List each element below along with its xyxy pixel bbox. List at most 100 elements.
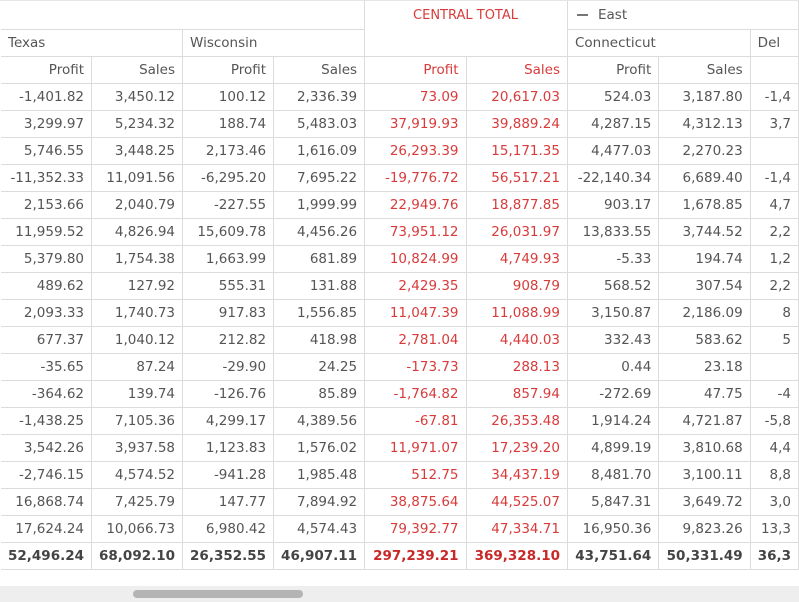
texas-profit-header[interactable]: Profit xyxy=(1,55,93,84)
cell-tx-p[interactable]: 489.62 xyxy=(1,271,93,300)
cell-de[interactable]: 3,0 xyxy=(749,487,799,516)
cell-tx-p[interactable]: 52,496.24 xyxy=(1,541,93,570)
cell-de[interactable]: -1,4 xyxy=(749,163,799,192)
cell-tx-s[interactable]: 2,040.79 xyxy=(91,190,184,219)
cell-cn-p[interactable]: 524.03 xyxy=(566,82,660,111)
cell-cn-s[interactable]: 194.74 xyxy=(658,244,751,273)
cell-wi-s[interactable]: 418.98 xyxy=(273,325,366,354)
cell-cn-p[interactable]: 43,751.64 xyxy=(566,541,660,570)
cell-wi-p[interactable]: 15,609.78 xyxy=(182,217,275,246)
cell-ct-s[interactable]: 4,749.93 xyxy=(465,244,569,273)
cell-wi-p[interactable]: 1,123.83 xyxy=(182,433,275,462)
cell-wi-s[interactable]: 4,456.26 xyxy=(273,217,366,246)
central-sales-header[interactable]: Sales xyxy=(465,55,569,84)
cell-wi-s[interactable]: 5,483.03 xyxy=(273,109,366,138)
cell-tx-s[interactable]: 7,425.79 xyxy=(91,487,184,516)
cell-tx-s[interactable]: 3,450.12 xyxy=(91,82,184,111)
cell-ct-p[interactable]: 22,949.76 xyxy=(364,190,467,219)
cell-cn-s[interactable]: 2,186.09 xyxy=(658,298,751,327)
cell-ct-s[interactable]: 908.79 xyxy=(465,271,569,300)
cell-tx-s[interactable]: 10,066.73 xyxy=(91,514,184,543)
cell-ct-s[interactable]: 369,328.10 xyxy=(465,541,569,570)
cell-ct-s[interactable]: 47,334.71 xyxy=(465,514,569,543)
cell-ct-p[interactable]: 11,971.07 xyxy=(364,433,467,462)
cell-tx-s[interactable]: 139.74 xyxy=(91,379,184,408)
cell-tx-p[interactable]: 5,746.55 xyxy=(1,136,93,165)
cell-tx-s[interactable]: 1,040.12 xyxy=(91,325,184,354)
cell-tx-s[interactable]: 3,937.58 xyxy=(91,433,184,462)
cell-ct-s[interactable]: 26,353.48 xyxy=(465,406,569,435)
cell-ct-s[interactable]: 857.94 xyxy=(465,379,569,408)
cell-cn-p[interactable]: 1,914.24 xyxy=(566,406,660,435)
cell-de[interactable] xyxy=(749,352,799,381)
cell-wi-p[interactable]: 4,299.17 xyxy=(182,406,275,435)
cell-tx-p[interactable]: 16,868.74 xyxy=(1,487,93,516)
cell-wi-p[interactable]: -227.55 xyxy=(182,190,275,219)
cell-wi-s[interactable]: 24.25 xyxy=(273,352,366,381)
cell-ct-p[interactable]: 73.09 xyxy=(364,82,467,111)
cell-cn-p[interactable]: -22,140.34 xyxy=(566,163,660,192)
cell-cn-p[interactable]: 5,847.31 xyxy=(566,487,660,516)
cell-wi-p[interactable]: 6,980.42 xyxy=(182,514,275,543)
cell-cn-p[interactable]: -5.33 xyxy=(566,244,660,273)
cell-cn-p[interactable]: -272.69 xyxy=(566,379,660,408)
cell-ct-s[interactable]: 17,239.20 xyxy=(465,433,569,462)
cell-de[interactable]: 36,3 xyxy=(749,541,799,570)
cell-cn-s[interactable]: 9,823.26 xyxy=(658,514,751,543)
cell-tx-p[interactable]: 17,624.24 xyxy=(1,514,93,543)
cell-cn-p[interactable]: 13,833.55 xyxy=(566,217,660,246)
cell-cn-s[interactable]: 23.18 xyxy=(658,352,751,381)
cell-cn-p[interactable]: 568.52 xyxy=(566,271,660,300)
state-header-texas[interactable]: Texas xyxy=(1,28,184,57)
cell-cn-s[interactable]: 4,312.13 xyxy=(658,109,751,138)
cell-wi-s[interactable]: 2,336.39 xyxy=(273,82,366,111)
cell-de[interactable]: -1,4 xyxy=(749,82,799,111)
cell-wi-s[interactable]: 7,695.22 xyxy=(273,163,366,192)
cell-tx-s[interactable]: 87.24 xyxy=(91,352,184,381)
cell-cn-p[interactable]: 3,150.87 xyxy=(566,298,660,327)
cell-cn-s[interactable]: 4,721.87 xyxy=(658,406,751,435)
cell-wi-s[interactable]: 681.89 xyxy=(273,244,366,273)
cell-de[interactable]: 4,7 xyxy=(749,190,799,219)
cell-wi-s[interactable]: 1,576.02 xyxy=(273,433,366,462)
state-header-wisconsin[interactable]: Wisconsin xyxy=(182,28,366,57)
state-header-delaware[interactable]: Del xyxy=(749,28,799,57)
cell-wi-s[interactable]: 4,389.56 xyxy=(273,406,366,435)
cell-wi-p[interactable]: 917.83 xyxy=(182,298,275,327)
cell-wi-p[interactable]: 555.31 xyxy=(182,271,275,300)
cell-wi-s[interactable]: 1,999.99 xyxy=(273,190,366,219)
cell-de[interactable]: 1,2 xyxy=(749,244,799,273)
cell-ct-s[interactable]: 15,171.35 xyxy=(465,136,569,165)
cell-ct-s[interactable]: 44,525.07 xyxy=(465,487,569,516)
cell-cn-p[interactable]: 4,287.15 xyxy=(566,109,660,138)
cell-cn-s[interactable]: 307.54 xyxy=(658,271,751,300)
cell-tx-p[interactable]: 3,299.97 xyxy=(1,109,93,138)
cell-de[interactable]: 3,7 xyxy=(749,109,799,138)
horizontal-scrollbar-track[interactable] xyxy=(0,586,799,602)
cell-tx-p[interactable]: 3,542.26 xyxy=(1,433,93,462)
cell-wi-p[interactable]: 1,663.99 xyxy=(182,244,275,273)
cell-ct-p[interactable]: 38,875.64 xyxy=(364,487,467,516)
cell-tx-s[interactable]: 11,091.56 xyxy=(91,163,184,192)
cell-de[interactable]: 2,2 xyxy=(749,217,799,246)
cell-ct-p[interactable]: 10,824.99 xyxy=(364,244,467,273)
cell-wi-p[interactable]: -6,295.20 xyxy=(182,163,275,192)
cell-ct-p[interactable]: -1,764.82 xyxy=(364,379,467,408)
cell-tx-s[interactable]: 3,448.25 xyxy=(91,136,184,165)
cell-tx-p[interactable]: 677.37 xyxy=(1,325,93,354)
cell-wi-s[interactable]: 7,894.92 xyxy=(273,487,366,516)
cell-ct-p[interactable]: 79,392.77 xyxy=(364,514,467,543)
cell-tx-s[interactable]: 7,105.36 xyxy=(91,406,184,435)
horizontal-scrollbar-thumb[interactable] xyxy=(133,590,303,598)
cell-ct-p[interactable]: 11,047.39 xyxy=(364,298,467,327)
cell-wi-s[interactable]: 131.88 xyxy=(273,271,366,300)
cell-ct-s[interactable]: 18,877.85 xyxy=(465,190,569,219)
cell-wi-s[interactable]: 46,907.11 xyxy=(273,541,366,570)
east-group-header[interactable]: East xyxy=(567,1,799,30)
cell-tx-s[interactable]: 5,234.32 xyxy=(91,109,184,138)
pivot-table-viewport[interactable]: CENTRAL TOTAL East Texas Wisconsin Conne… xyxy=(0,0,799,586)
minus-collapse-icon[interactable] xyxy=(577,14,588,16)
cell-ct-p[interactable]: 2,429.35 xyxy=(364,271,467,300)
cell-tx-p[interactable]: 11,959.52 xyxy=(1,217,93,246)
cell-tx-p[interactable]: -364.62 xyxy=(1,379,93,408)
